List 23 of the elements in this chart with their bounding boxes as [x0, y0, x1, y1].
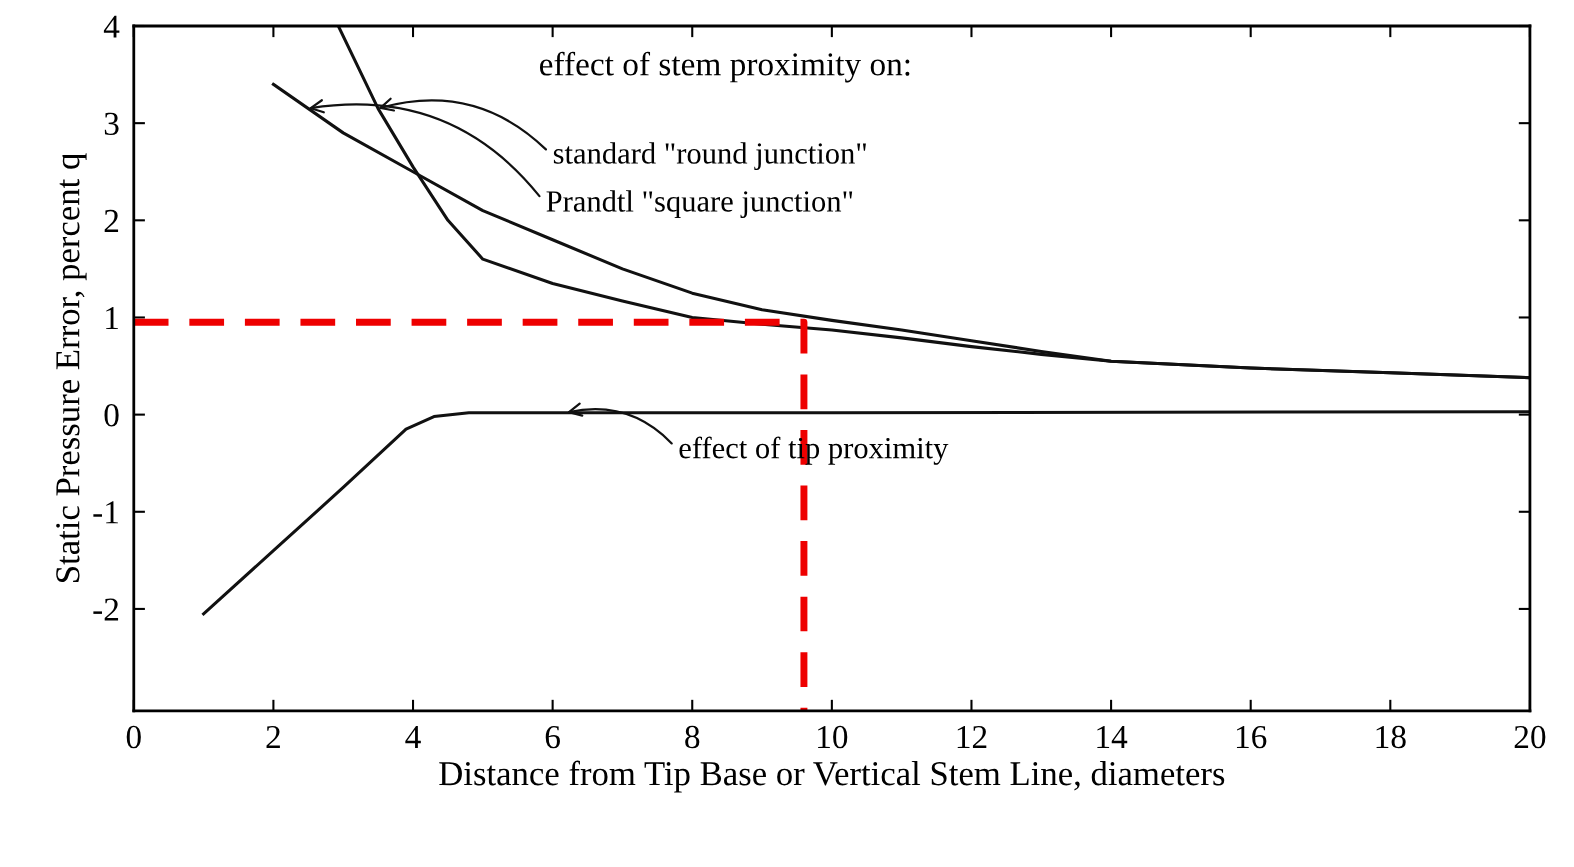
- x-tick-label: 20: [1514, 725, 1546, 749]
- x-tick-label: 6: [545, 725, 560, 749]
- x-tick-label: 12: [957, 725, 987, 748]
- annotation: standard "round junction": [553, 142, 866, 170]
- x-tick-label: 8: [685, 725, 700, 749]
- y-axis-title: Static Pressure Error, percent q: [56, 153, 87, 582]
- x-tick-label: 0: [126, 725, 141, 749]
- y-tick-label: 2: [104, 209, 119, 232]
- annotation: Prandtl "square junction": [546, 190, 853, 218]
- y-tick-label: 4: [103, 15, 120, 38]
- y-tick-label: -1: [93, 501, 118, 524]
- y-tick-label: 1: [106, 307, 118, 330]
- y-tick-label: -2: [93, 598, 119, 621]
- x-tick-label: 18: [1376, 725, 1406, 749]
- y-tick-label: 0: [104, 404, 119, 427]
- x-tick-label: 16: [1236, 725, 1267, 749]
- x-axis-title: Distance from Tip Base or Vertical Stem Line, diameters: [439, 760, 1225, 793]
- y-tick-label: 3: [104, 112, 119, 136]
- annotation: effect of stem proximity on:: [539, 51, 910, 83]
- x-tick-label: 4: [405, 726, 421, 748]
- x-tick-label: 14: [1097, 725, 1128, 748]
- x-tick-label: 10: [818, 725, 848, 749]
- x-tick-label: 2: [266, 725, 280, 748]
